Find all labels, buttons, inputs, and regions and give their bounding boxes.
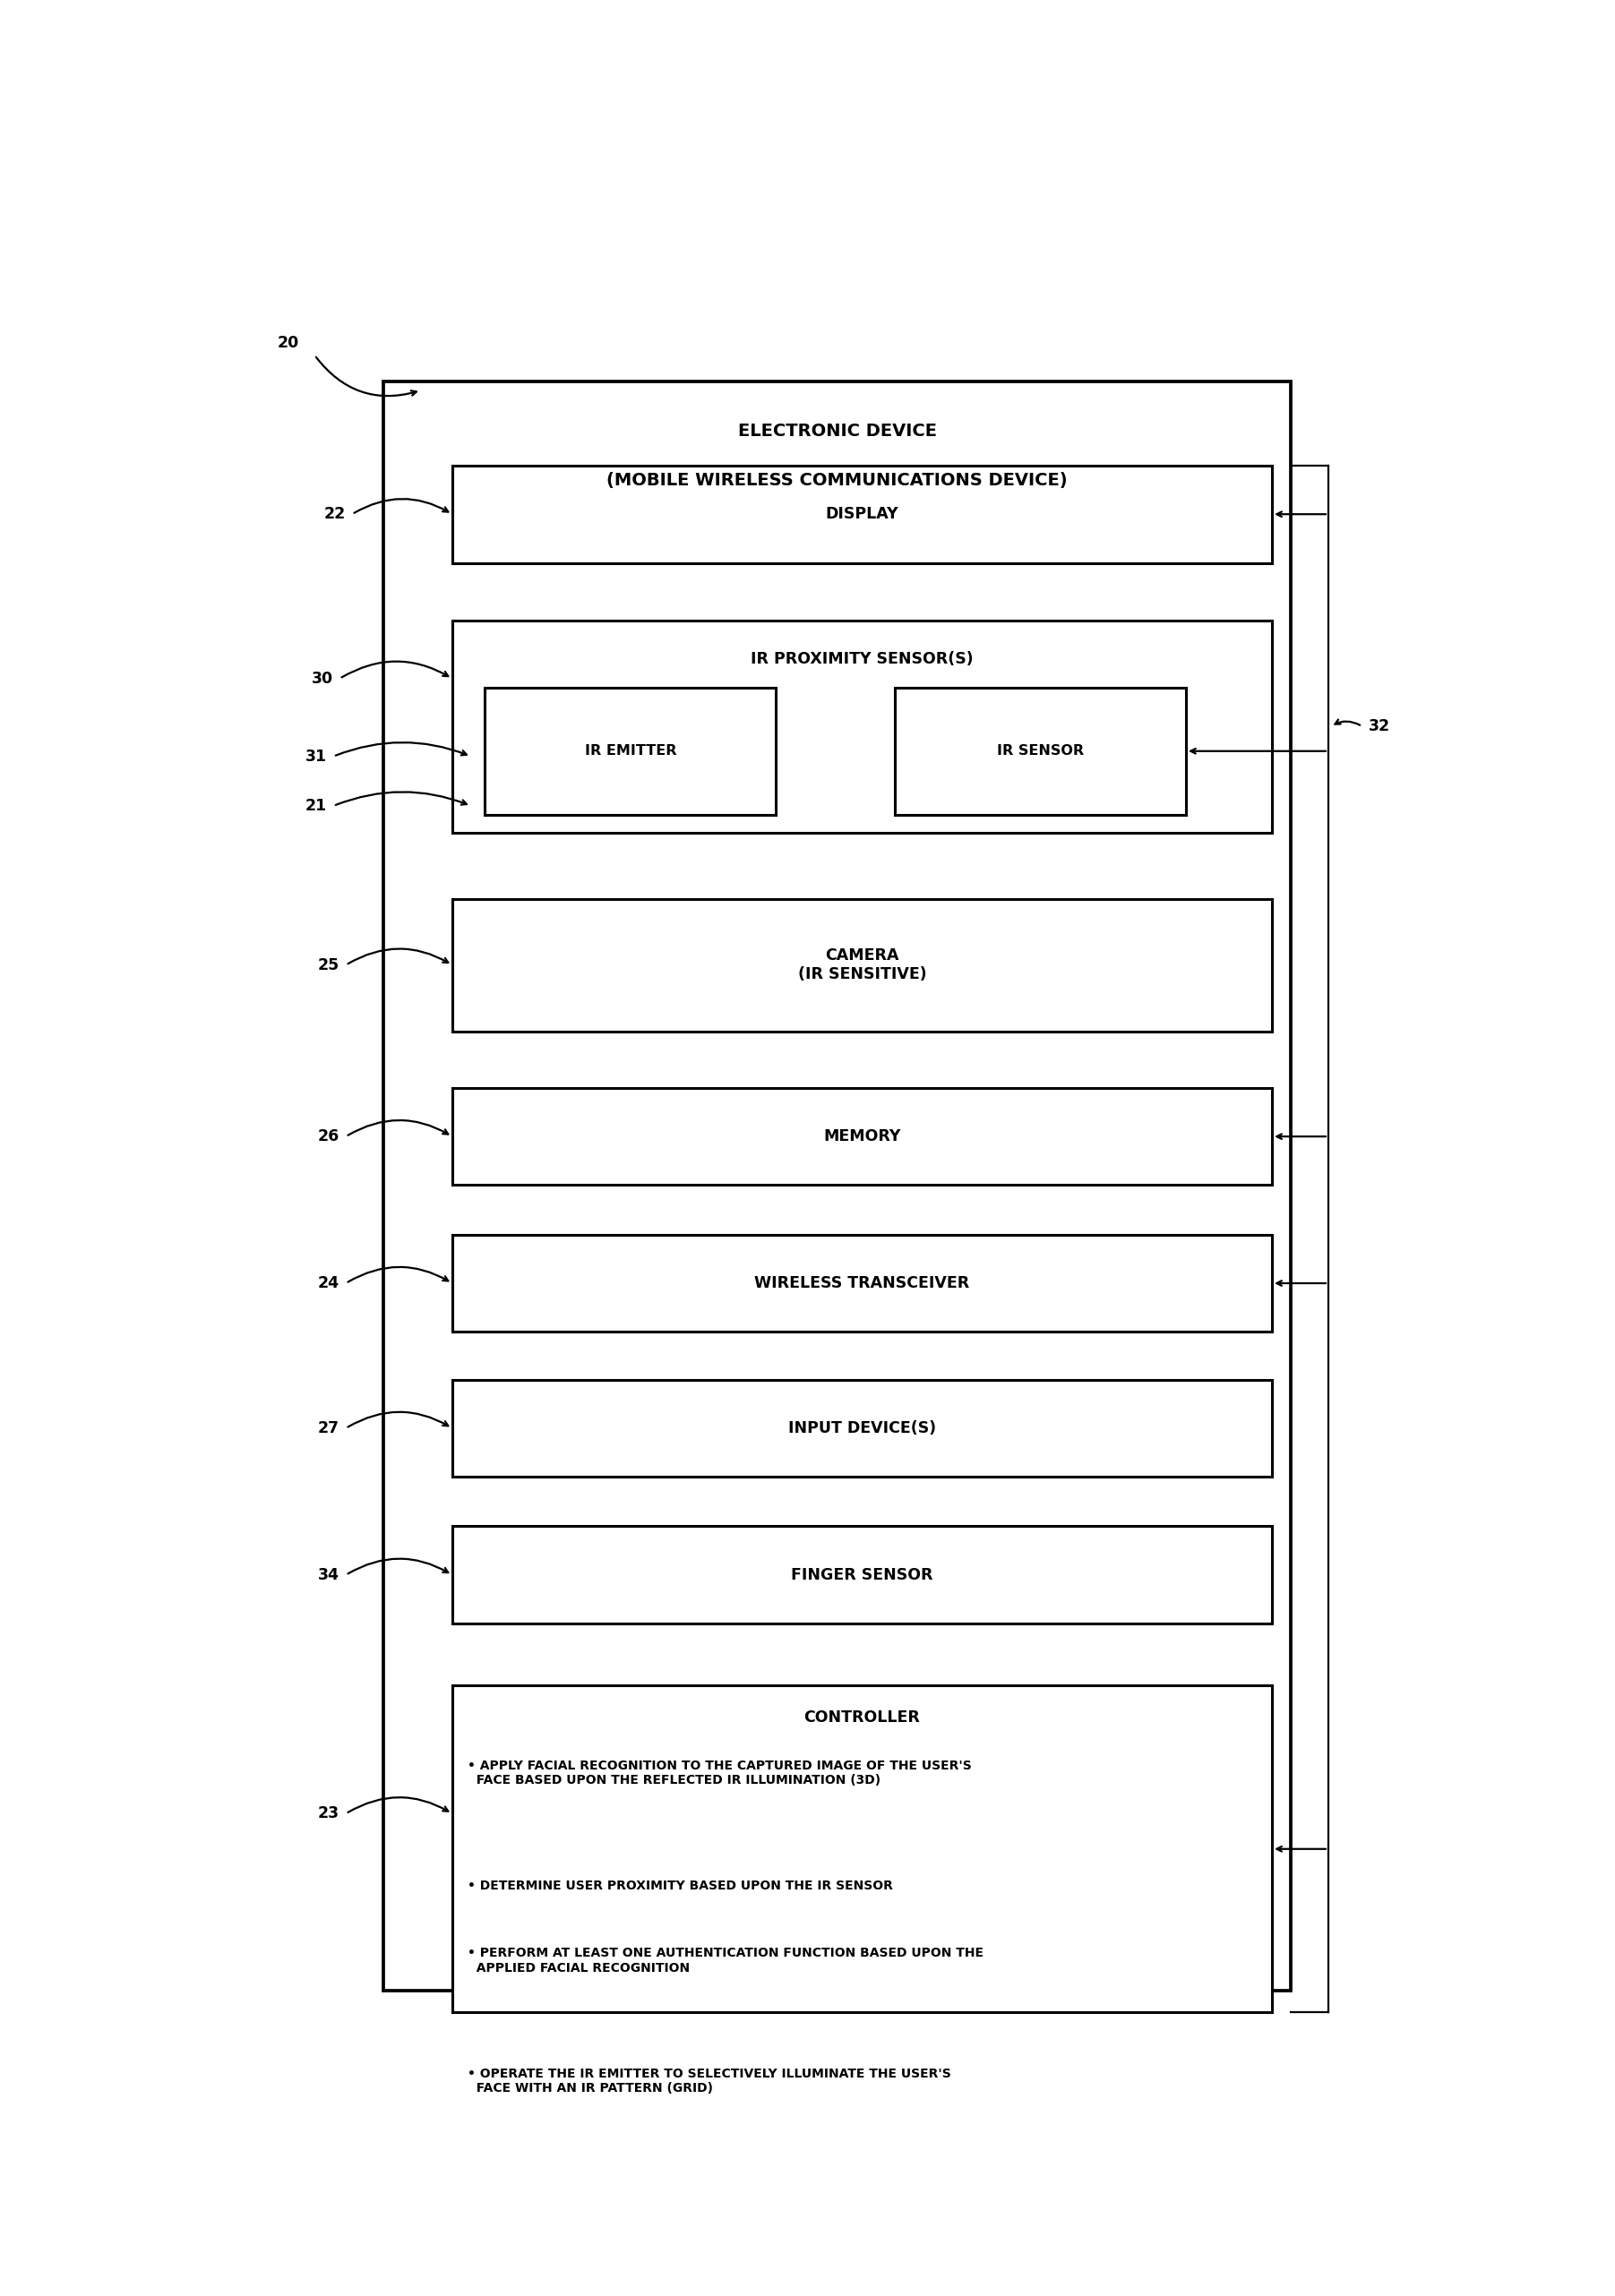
Text: • APPLY FACIAL RECOGNITION TO THE CAPTURED IMAGE OF THE USER'S
  FACE BASED UPON: • APPLY FACIAL RECOGNITION TO THE CAPTUR…: [467, 1759, 971, 1786]
Text: MEMORY: MEMORY: [824, 1127, 901, 1146]
Bar: [452, 1088, 1273, 1185]
Text: • OPERATE THE IR EMITTER TO SELECTIVELY ILLUMINATE THE USER'S
  FACE WITH AN IR : • OPERATE THE IR EMITTER TO SELECTIVELY …: [467, 2066, 951, 2094]
Bar: [452, 1235, 1273, 1332]
Bar: [452, 898, 1273, 1031]
Text: • DETERMINE USER PROXIMITY BASED UPON THE IR SENSOR: • DETERMINE USER PROXIMITY BASED UPON TH…: [467, 1880, 893, 1892]
Text: 24: 24: [318, 1274, 339, 1290]
Text: • PERFORM AT LEAST ONE AUTHENTICATION FUNCTION BASED UPON THE
  APPLIED FACIAL R: • PERFORM AT LEAST ONE AUTHENTICATION FU…: [467, 1947, 984, 1975]
Text: INPUT DEVICE(S): INPUT DEVICE(S): [788, 1421, 937, 1437]
Text: 26: 26: [318, 1127, 339, 1146]
Text: 25: 25: [318, 957, 339, 974]
Text: 27: 27: [318, 1421, 339, 1437]
Text: DISPLAY: DISPLAY: [825, 505, 898, 521]
Text: IR PROXIMITY SENSOR(S): IR PROXIMITY SENSOR(S): [751, 652, 974, 668]
Text: CONTROLLER: CONTROLLER: [804, 1708, 921, 1724]
Text: FINGER SENSOR: FINGER SENSOR: [791, 1566, 933, 1582]
Text: 22: 22: [325, 505, 346, 521]
Text: ELECTRONIC DEVICE: ELECTRONIC DEVICE: [738, 422, 937, 439]
Bar: [484, 687, 777, 815]
Text: 20: 20: [278, 335, 299, 351]
Text: WIRELESS TRANSCEIVER: WIRELESS TRANSCEIVER: [754, 1274, 969, 1290]
Text: IR EMITTER: IR EMITTER: [585, 744, 677, 758]
Bar: [452, 1527, 1273, 1623]
Text: 23: 23: [318, 1805, 339, 1821]
Bar: [452, 1685, 1273, 2014]
Bar: [895, 687, 1185, 815]
Text: CAMERA
(IR SENSITIVE): CAMERA (IR SENSITIVE): [798, 948, 927, 983]
Text: 31: 31: [305, 748, 326, 765]
Text: IR SENSOR: IR SENSOR: [996, 744, 1084, 758]
Text: 21: 21: [305, 797, 326, 815]
Text: 32: 32: [1368, 719, 1391, 735]
Text: 30: 30: [312, 670, 333, 687]
Bar: [452, 620, 1273, 833]
Bar: [383, 381, 1290, 1991]
Bar: [452, 466, 1273, 563]
Text: (MOBILE WIRELESS COMMUNICATIONS DEVICE): (MOBILE WIRELESS COMMUNICATIONS DEVICE): [607, 473, 1068, 489]
Text: 34: 34: [318, 1566, 339, 1582]
Bar: [452, 1380, 1273, 1476]
